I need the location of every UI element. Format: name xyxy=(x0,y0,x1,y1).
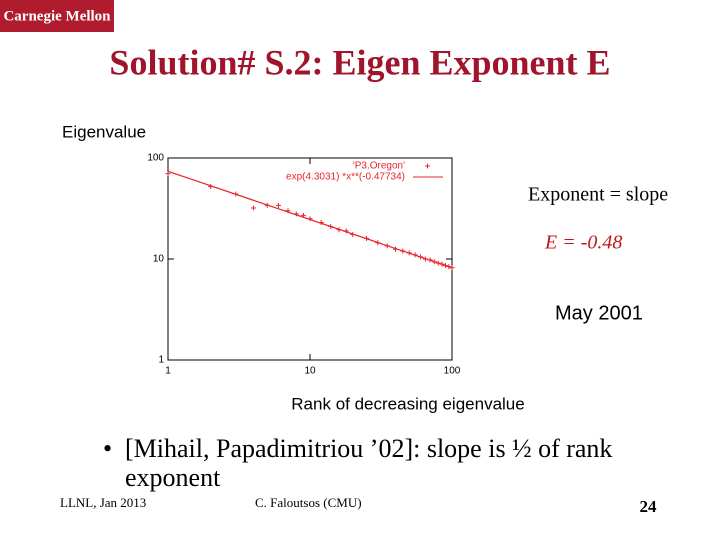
bullet-dot: • xyxy=(103,434,112,463)
y-axis-label: Eigenvalue xyxy=(62,122,146,141)
x-axis-label: Rank of decreasing eigenvalue xyxy=(291,394,524,413)
bullet-box: [Mihail, Papadimitriou ’02]: slope is ½ … xyxy=(125,434,613,492)
x-tick-label: 10 xyxy=(304,366,316,377)
point xyxy=(250,205,256,211)
x-tick-label: 1 xyxy=(165,366,171,377)
bullet-text: [Mihail, Papadimitriou ’02]: slope is ½ … xyxy=(125,434,613,492)
point xyxy=(165,171,171,177)
fit-line xyxy=(167,170,453,269)
x-tick-label: 100 xyxy=(444,366,461,377)
annotation: Exponent = slope xyxy=(528,184,668,206)
y-tick-label: 1 xyxy=(158,355,164,366)
footer-left: LLNL, Jan 2013 xyxy=(60,495,146,510)
legend-label: exp(4.3031) *x**(-0.47734) xyxy=(286,172,405,183)
plot: 1 10 100 1 10 100 'P3.Oregon'exp(4.3031) *x**(… xyxy=(147,153,460,377)
logo-box xyxy=(0,0,114,32)
annotation: May 2001 xyxy=(555,302,643,324)
y-tick-label: 100 xyxy=(147,153,164,164)
annotation: E = -0.48 xyxy=(544,232,622,254)
footer-center: C. Faloutsos (CMU) xyxy=(255,495,362,510)
y-tick-label: 10 xyxy=(153,254,165,265)
page-number: 24 xyxy=(640,497,658,516)
logo: Carnegie Mellon xyxy=(3,8,111,24)
point xyxy=(275,202,281,208)
legend-label: 'P3.Oregon' xyxy=(353,161,405,172)
slide-title: Solution# S.2: Eigen Exponent E xyxy=(109,42,610,82)
legend-swatch xyxy=(425,163,430,169)
